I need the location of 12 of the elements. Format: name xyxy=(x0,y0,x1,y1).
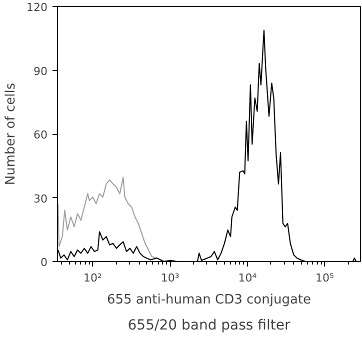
x-tick-label: 10⁵ xyxy=(316,272,334,284)
y-tick-label: 0 xyxy=(40,256,48,269)
x-axis-title: 655 anti-human CD3 conjugate xyxy=(106,292,312,308)
y-tick-label: 30 xyxy=(34,192,48,206)
y-axis-title: Number of cells xyxy=(4,82,19,186)
text: 655/20 band pass filter xyxy=(128,318,290,334)
x-tick-label: 10³ xyxy=(160,272,180,284)
y-tick-label: 60 xyxy=(34,128,48,142)
x-tick-label: 10⁴ xyxy=(238,272,258,284)
y-tick-label: 120 xyxy=(26,1,48,14)
x-tick-label: 10² xyxy=(84,272,102,284)
y-tick-label: 90 xyxy=(34,64,48,78)
